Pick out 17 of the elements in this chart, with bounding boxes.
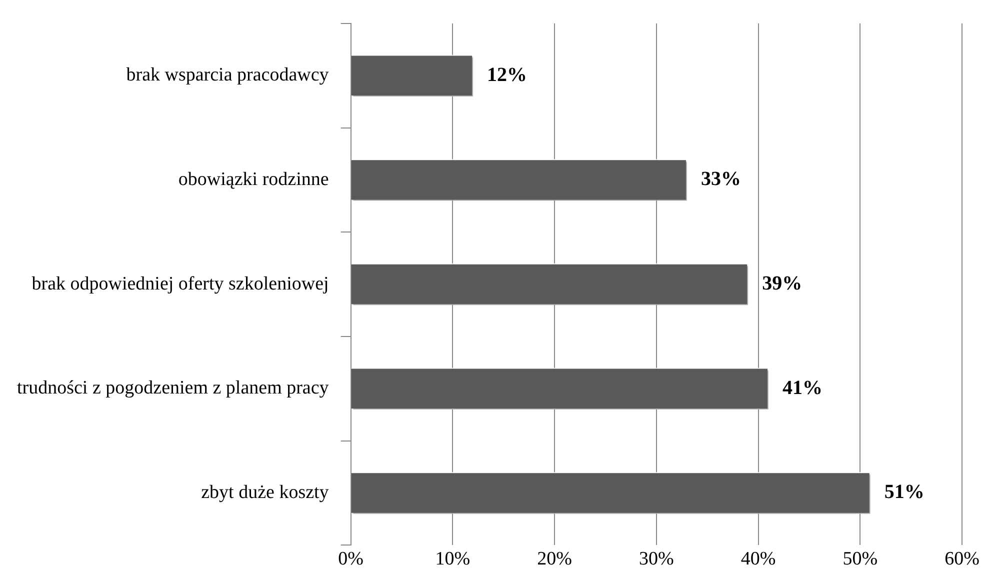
data-label: 12% bbox=[487, 64, 528, 86]
y-tick-label: brak odpowiedniej oferty szkoleniowej bbox=[32, 273, 329, 294]
y-tick-label: trudności z pogodzeniem z planem pracy bbox=[16, 378, 330, 399]
x-tick-label: 40% bbox=[740, 548, 776, 570]
x-tick-label: 0% bbox=[338, 548, 364, 570]
x-tick-label: 30% bbox=[638, 548, 674, 570]
y-tick-label: obowiązki rodzinne bbox=[178, 168, 329, 190]
x-tick-label: 20% bbox=[537, 548, 572, 570]
x-tick-label: 50% bbox=[842, 548, 878, 570]
x-tick-label: 10% bbox=[435, 548, 470, 570]
y-tick-label: zbyt duże koszty bbox=[201, 482, 330, 504]
data-label: 33% bbox=[700, 168, 741, 190]
data-label: 51% bbox=[884, 481, 924, 504]
data-label: 41% bbox=[782, 376, 822, 399]
data-label: 39% bbox=[762, 272, 802, 294]
x-tick-label: 60% bbox=[944, 548, 980, 570]
y-tick-label: brak wsparcia pracodawcy bbox=[126, 64, 330, 86]
